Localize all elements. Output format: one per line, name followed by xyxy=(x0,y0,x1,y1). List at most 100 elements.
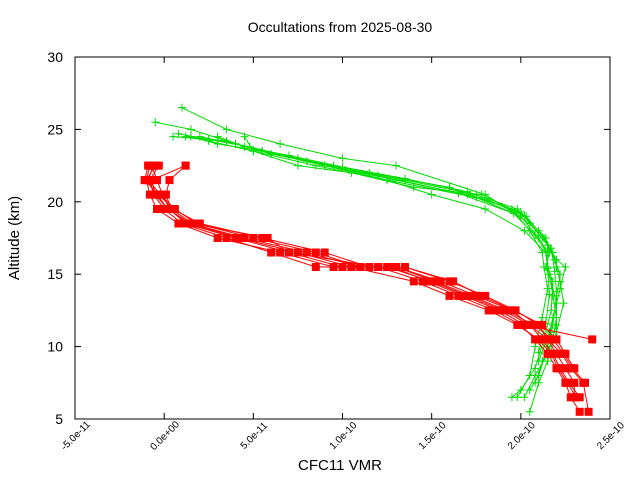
x-axis-label: CFC11 VMR xyxy=(298,457,382,474)
data-point xyxy=(338,163,347,172)
y-tick-label: 20 xyxy=(47,194,63,210)
x-tick-label: 2.5e-10 xyxy=(595,420,627,452)
data-point xyxy=(151,118,160,127)
data-point xyxy=(167,205,176,213)
data-point xyxy=(302,157,311,166)
data-point xyxy=(436,277,445,286)
data-point xyxy=(520,393,529,402)
data-point xyxy=(276,248,285,257)
data-point xyxy=(534,335,543,344)
data-point xyxy=(374,171,383,180)
data-point xyxy=(531,342,540,351)
series-9 xyxy=(151,118,552,402)
data-point xyxy=(409,183,418,192)
data-point xyxy=(538,313,547,322)
data-point xyxy=(392,161,400,170)
series-11 xyxy=(195,132,561,366)
data-point xyxy=(153,205,161,213)
plot-frame xyxy=(74,56,611,420)
data-point xyxy=(235,234,244,242)
data-point xyxy=(204,135,213,144)
series-layer xyxy=(140,103,597,416)
data-point xyxy=(522,212,531,221)
data-point xyxy=(240,234,249,242)
data-point xyxy=(531,231,540,240)
data-point xyxy=(548,320,557,329)
ticks-layer: 5 10 15 20 25 30 -5.0e-11 0.0e+00 5.0e-11 1.0e-10… xyxy=(47,49,627,453)
data-point xyxy=(418,277,427,286)
series-7 xyxy=(161,161,579,373)
series-line xyxy=(147,165,586,384)
data-point xyxy=(213,234,222,242)
data-point xyxy=(552,291,561,300)
data-point xyxy=(431,277,440,286)
data-point xyxy=(516,386,525,395)
data-point xyxy=(338,154,347,163)
series-line xyxy=(151,165,581,398)
data-point xyxy=(570,378,579,387)
data-point xyxy=(293,248,302,257)
data-point xyxy=(509,209,518,218)
series-line xyxy=(149,165,577,398)
data-point xyxy=(145,161,154,170)
data-point xyxy=(531,378,540,387)
data-point xyxy=(556,270,565,279)
data-point xyxy=(529,320,538,329)
data-point xyxy=(541,247,550,256)
series-1 xyxy=(142,161,584,416)
data-point xyxy=(374,263,383,271)
data-point xyxy=(293,161,302,170)
data-point xyxy=(347,263,356,271)
data-point xyxy=(400,263,409,271)
data-point xyxy=(495,306,504,315)
data-point xyxy=(424,277,433,286)
data-point xyxy=(454,291,463,300)
data-point xyxy=(427,190,436,199)
data-point xyxy=(249,234,258,242)
data-point xyxy=(302,248,311,257)
data-point xyxy=(409,277,418,286)
data-point xyxy=(543,335,552,344)
series-13 xyxy=(169,132,561,366)
data-point xyxy=(466,291,475,300)
data-point xyxy=(285,151,293,160)
data-point xyxy=(311,248,320,257)
y-tick-label: 15 xyxy=(47,266,63,282)
data-point xyxy=(245,142,254,151)
series-line xyxy=(165,165,575,369)
data-point xyxy=(263,234,272,242)
data-point xyxy=(153,176,161,185)
data-point xyxy=(445,291,454,300)
data-point xyxy=(178,219,186,228)
y-tick-label: 5 xyxy=(55,411,63,427)
series-line xyxy=(178,133,550,353)
data-point xyxy=(258,234,267,242)
y-tick-label: 30 xyxy=(47,49,63,65)
data-point xyxy=(320,248,329,257)
data-point xyxy=(477,291,486,300)
data-point xyxy=(540,234,549,242)
series-line xyxy=(173,136,558,362)
data-point xyxy=(520,226,529,235)
series-line xyxy=(151,165,575,398)
data-point xyxy=(267,248,276,257)
data-point xyxy=(547,349,556,358)
data-point xyxy=(561,262,570,271)
data-point xyxy=(561,364,570,373)
data-point xyxy=(566,393,575,402)
data-point xyxy=(490,306,499,315)
series-3 xyxy=(140,161,593,416)
y-axis-label: Altitude (km) xyxy=(6,196,23,280)
series-line xyxy=(145,165,581,413)
data-point xyxy=(178,103,186,112)
data-point xyxy=(222,234,231,242)
data-point xyxy=(554,364,563,373)
series-15 xyxy=(240,132,565,387)
data-point xyxy=(213,132,222,141)
data-point xyxy=(249,147,258,156)
x-tick-label: 2.0e-10 xyxy=(506,420,538,452)
chart-title: Occultations from 2025-08-30 xyxy=(248,19,433,35)
data-point xyxy=(525,407,534,416)
data-point xyxy=(481,205,490,214)
